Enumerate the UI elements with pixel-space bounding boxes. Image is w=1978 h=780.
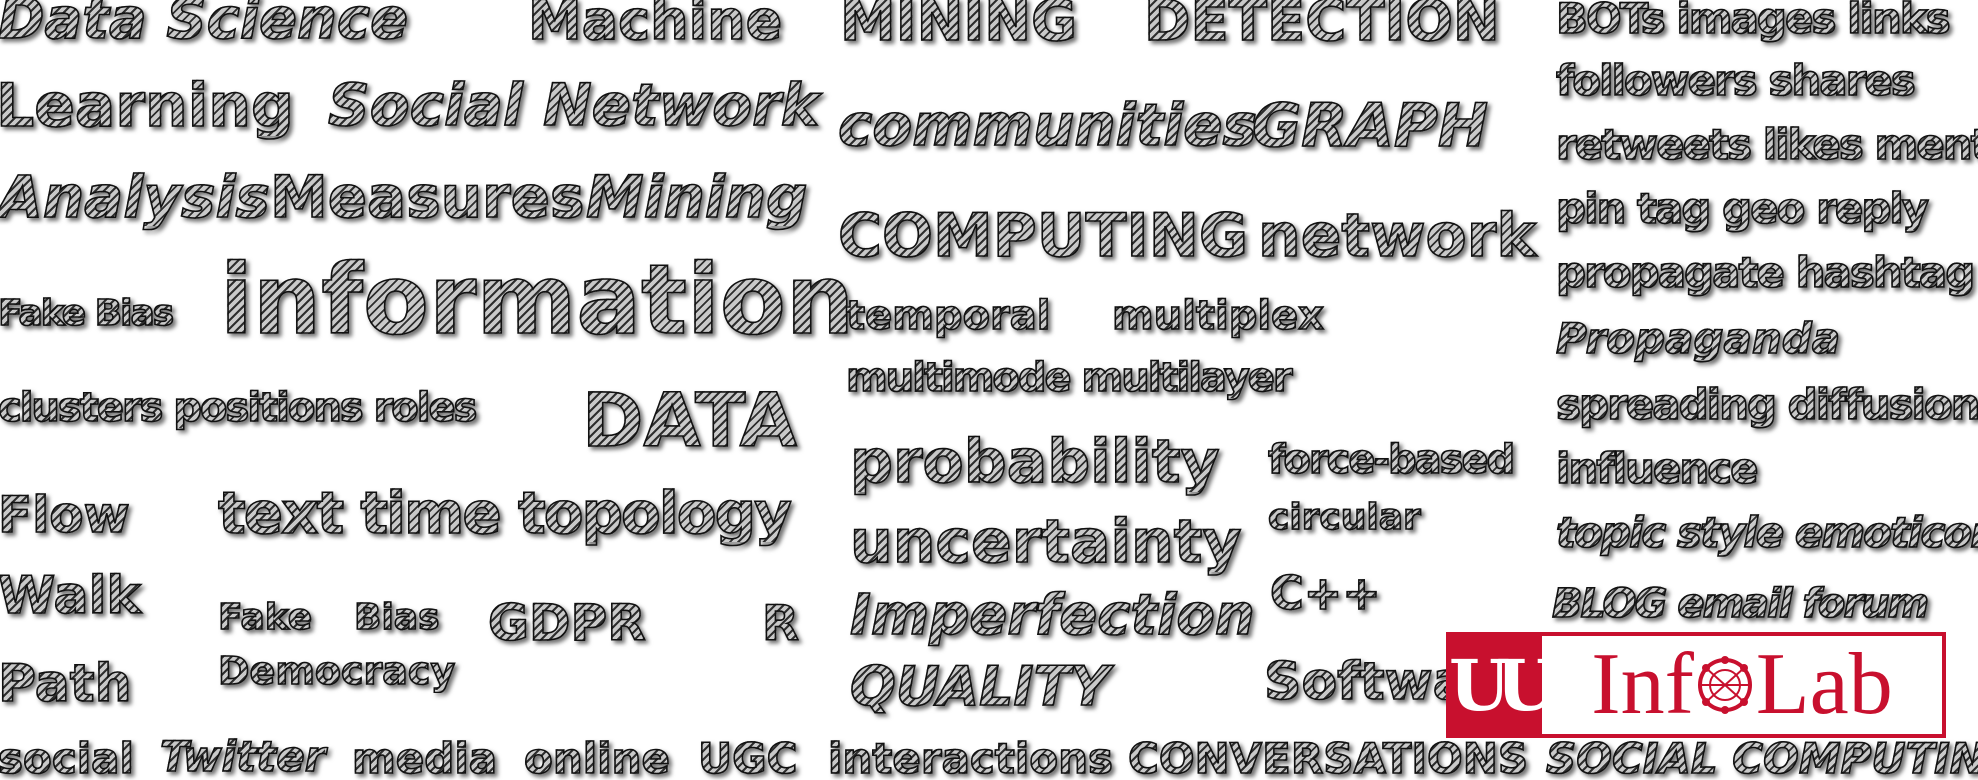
word-information: information: [219, 244, 855, 356]
word-pin-tag-geo-reply: pin tag geo reply: [1555, 184, 1930, 233]
word-topic-style-emoticons: topic style emoticons: [1555, 511, 1978, 555]
word-influence: influence: [1555, 444, 1759, 493]
word-propaganda: Propaganda: [1555, 314, 1841, 363]
logo-wordmark: Inf Lab: [1542, 641, 1942, 729]
word-twitter: Twitter: [159, 732, 326, 780]
logo-text-after: Lab: [1755, 636, 1893, 733]
word-retweets-likes-mentions: retweets likes mentions: [1555, 123, 1978, 167]
word-path: Path: [0, 654, 132, 714]
word-cpp: C++: [1269, 566, 1381, 620]
network-globe-icon: [1697, 656, 1752, 714]
word-online: online: [523, 734, 671, 780]
word-analysis: Analysis: [0, 163, 271, 231]
word-spreading-diffusion: spreading diffusion: [1555, 380, 1978, 429]
word-r: R: [761, 596, 800, 652]
word-data-science: Data Science: [0, 0, 409, 48]
word-circular: circular: [1267, 497, 1421, 538]
word-ugc: UGC: [697, 734, 798, 780]
word-machine: Machine: [527, 0, 783, 48]
word-social-network: Social Network: [327, 71, 820, 139]
word-interactions: interactions: [827, 734, 1114, 780]
word-followers-shares: followers shares: [1555, 56, 1916, 105]
word-probability: probability: [849, 427, 1220, 497]
word-democracy: Democracy: [217, 649, 456, 693]
word-multimode-multilayer: multimode multilayer: [845, 355, 1293, 401]
word-fake: Fake: [217, 597, 313, 638]
word-social-computing: SOCIAL COMPUTING: [1545, 737, 1978, 780]
logo-text-before: Inf: [1591, 636, 1694, 733]
word-uncertainty: uncertainty: [849, 507, 1242, 577]
word-multiplex: multiplex: [1111, 293, 1325, 339]
word-force-based: force-based: [1267, 437, 1516, 483]
word-imperfection: Imperfection: [849, 583, 1255, 648]
word-propagate-hashtag: propagate hashtag: [1555, 248, 1976, 297]
word-social: social: [0, 734, 135, 780]
word-learning: Learning: [0, 75, 295, 137]
word-mining-caps: MINING: [839, 0, 1078, 50]
word-conversations: CONVERSATIONS: [1127, 734, 1529, 780]
word-temporal: temporal: [845, 293, 1051, 339]
word-bots-images-links: BOTs images links: [1555, 0, 1951, 43]
word-detection: DETECTION: [1143, 0, 1500, 50]
word-walk: Walk: [0, 566, 142, 626]
word-data: DATA: [581, 378, 798, 464]
word-flow: Flow: [0, 486, 131, 544]
logo-mark-letter: U: [1448, 643, 1510, 727]
word-network: network: [1257, 201, 1537, 271]
word-communities: communities: [837, 91, 1258, 159]
logo-mark-letter-2: U: [1496, 643, 1557, 727]
word-graph: GRAPH: [1251, 91, 1489, 161]
word-fake-bias: Fake Bias: [0, 293, 175, 334]
word-text-time-topology: text time topology: [217, 479, 793, 547]
word-quality: QUALITY: [849, 655, 1110, 718]
word-gdpr: GDPR: [487, 594, 646, 652]
word-computing: COMPUTING: [837, 201, 1249, 271]
word-clusters-positions-roles: clusters positions roles: [0, 385, 478, 431]
word-measures: Measures: [269, 163, 585, 231]
word-media: media: [351, 734, 498, 780]
word-bias: Bias: [353, 597, 440, 638]
word-mining-italic: Mining: [585, 163, 808, 231]
word-blog-email-forum: BLOG email forum: [1551, 581, 1930, 627]
